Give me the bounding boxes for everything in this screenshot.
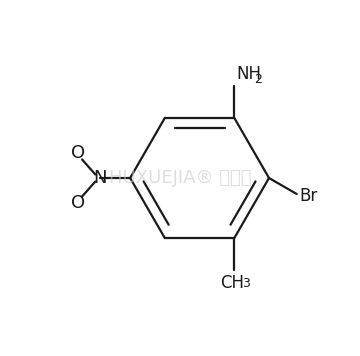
Text: CH: CH [221, 274, 244, 292]
Text: O: O [71, 144, 86, 162]
Text: 2: 2 [255, 73, 262, 86]
Text: 3: 3 [243, 277, 250, 289]
Text: HUXUEJIA® 化学加: HUXUEJIA® 化学加 [109, 169, 251, 187]
Text: N: N [93, 169, 107, 187]
Text: NH: NH [236, 65, 261, 83]
Text: O: O [71, 194, 86, 212]
Text: Br: Br [300, 187, 318, 205]
